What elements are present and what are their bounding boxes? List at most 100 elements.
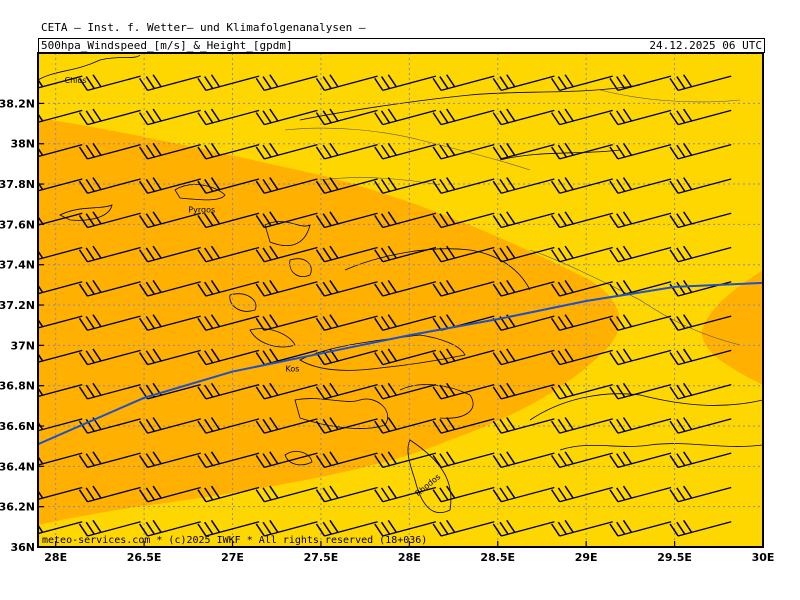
wind-barb xyxy=(374,142,437,160)
wind-barb xyxy=(374,108,437,126)
copyright-footer: meteo-services.com * (c)2025 IWKF * All … xyxy=(42,535,428,546)
wind-barb xyxy=(315,279,378,297)
lat-tick-label: 37.8N xyxy=(0,178,35,191)
lon-tick-label: 27E xyxy=(221,551,244,564)
wind-barb xyxy=(138,74,201,91)
map-frame xyxy=(37,52,764,548)
wind-barb xyxy=(550,314,613,331)
wind-barb xyxy=(609,177,672,194)
wind-barb xyxy=(255,451,318,469)
wind-barb xyxy=(492,142,555,160)
wind-barb xyxy=(492,74,555,91)
wind-barb xyxy=(432,485,495,503)
wind-barb xyxy=(550,245,613,263)
wind-barb xyxy=(669,108,732,126)
lat-tick-label: 38N xyxy=(10,138,35,151)
wind-barb xyxy=(669,211,732,229)
wind-barb xyxy=(669,142,732,160)
wind-barb xyxy=(78,177,141,194)
wind-barb xyxy=(315,485,378,503)
wind-barb xyxy=(550,485,613,503)
wind-barb xyxy=(255,177,318,194)
wind-barb xyxy=(432,211,495,229)
wind-barb xyxy=(78,108,141,126)
lon-tick-label: 27.5E xyxy=(304,551,339,564)
wind-barb xyxy=(255,74,318,91)
wind-barb xyxy=(78,485,141,503)
wind-barb xyxy=(609,314,672,331)
wind-barb xyxy=(255,211,318,229)
wind-barb xyxy=(197,279,260,297)
wind-barb xyxy=(374,177,437,194)
lon-tick-label: 28E xyxy=(398,551,421,564)
wind-barb xyxy=(315,519,378,537)
wind-barb xyxy=(374,314,437,331)
wind-barb xyxy=(78,382,141,400)
wind-barb xyxy=(550,211,613,229)
wind-barb xyxy=(550,142,613,160)
wind-barb xyxy=(492,519,555,537)
lon-tick-label: 26.5E xyxy=(127,551,162,564)
wind-barb xyxy=(492,279,555,297)
wind-barb xyxy=(138,348,201,366)
wind-barb xyxy=(609,211,672,229)
wind-barb xyxy=(374,279,437,297)
wind-barb xyxy=(492,417,555,434)
wind-barb xyxy=(374,451,437,469)
lon-tick-label: 30E xyxy=(752,551,775,564)
wind-barb xyxy=(138,177,201,194)
wind-barb xyxy=(315,211,378,229)
wind-barb xyxy=(550,451,613,469)
wind-barb xyxy=(78,211,141,229)
lat-tick-label: 36.8N xyxy=(0,380,35,393)
wind-barb xyxy=(255,314,318,331)
wind-barb xyxy=(197,74,260,91)
wind-barb xyxy=(374,382,437,400)
wind-barb xyxy=(492,108,555,126)
lon-tick-label: 28E xyxy=(44,551,67,564)
place-label: Chios xyxy=(65,76,87,85)
wind-barb xyxy=(138,142,201,160)
wind-barb xyxy=(197,519,260,537)
wind-barb xyxy=(609,108,672,126)
lat-tick-label: 37.4N xyxy=(0,259,35,272)
wind-barb xyxy=(315,142,378,160)
valid-time: 24.12.2025 06 UTC xyxy=(649,39,762,52)
wind-barb xyxy=(609,485,672,503)
wind-barb xyxy=(78,74,141,91)
product-label: 500hpa_Windspeed_[m/s]_&_Height_[gpdm] xyxy=(41,39,293,52)
lat-tick-label: 37.6N xyxy=(0,218,35,231)
wind-barb xyxy=(197,108,260,126)
wind-barb xyxy=(197,417,260,434)
lat-tick-label: 38.2N xyxy=(0,97,35,110)
wind-barb xyxy=(432,519,495,537)
wind-barb xyxy=(609,382,672,400)
wind-barb xyxy=(138,314,201,331)
wind-barb xyxy=(432,108,495,126)
wind-barb xyxy=(550,519,613,537)
wind-barb xyxy=(669,348,732,366)
wind-barb xyxy=(669,382,732,400)
wind-barb xyxy=(432,142,495,160)
wind-barb xyxy=(492,451,555,469)
wind-barb xyxy=(432,279,495,297)
wind-barb xyxy=(78,348,141,366)
wind-barb xyxy=(669,74,732,91)
lat-tick-label: 36.6N xyxy=(0,420,35,433)
wind-barb xyxy=(374,348,437,366)
wind-barb xyxy=(315,177,378,194)
wind-barb xyxy=(255,417,318,434)
wind-barb xyxy=(492,485,555,503)
wind-barb xyxy=(315,314,378,331)
place-label: Pyrgos xyxy=(188,205,215,214)
wind-barb xyxy=(609,74,672,91)
wind-barb xyxy=(609,519,672,537)
wind-barb xyxy=(78,245,141,263)
wind-barb xyxy=(550,108,613,126)
wind-barb xyxy=(374,417,437,434)
chart-title: CETA — Inst. f. Wetter— und Klimafolgena… xyxy=(41,21,366,34)
wind-barb xyxy=(78,142,141,160)
wind-barb xyxy=(315,382,378,400)
